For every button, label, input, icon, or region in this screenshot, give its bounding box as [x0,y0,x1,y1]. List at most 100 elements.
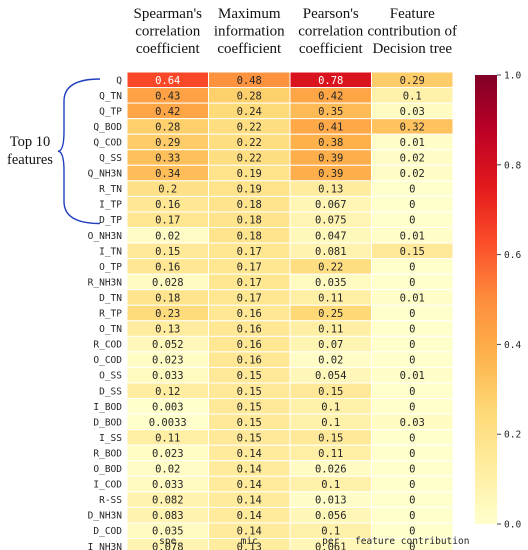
cell-value-label: 0.39 [318,168,343,180]
y-tick-label: O_COD [93,355,122,366]
cell-value-label: 0 [409,448,415,460]
cell-value-label: 0.16 [237,339,262,351]
y-tick-label: Q_TN [99,91,122,102]
x-tick-label: mic [241,536,258,547]
column-header-line: coefficient [217,41,282,57]
cell-value-label: 0.11 [318,448,343,460]
y-tick-label: R_BOD [93,448,122,459]
cell-value-label: 0 [409,401,415,413]
top-features-annotation: Top 10 features [7,78,101,225]
column-header-line: Decision tree [372,41,452,57]
cell-value-label: 0.02 [400,153,425,165]
y-tick-label: O_SS [99,371,122,382]
cell-value-label: 0.1 [321,417,340,429]
cell-value-label: 0.16 [237,308,262,320]
cell-value-label: 0.14 [237,510,262,522]
cell-value-label: 0.14 [237,526,262,538]
cell-value-label: 0.01 [400,370,425,382]
y-tick-label: R_NH3N [88,277,123,288]
cell-value-label: 0.078 [152,541,184,550]
cell-value-label: 0.035 [315,277,347,289]
cell-value-label: 0.24 [237,106,262,118]
y-tick-label: Q_COD [93,137,122,148]
column-header-line: Pearson's [303,6,359,22]
column-header-line: correlation [135,24,200,40]
y-tick-label: I_COD [93,480,122,491]
cell-value-label: 0.067 [315,199,347,211]
colorbar-tick-label: 1.0 [504,71,521,82]
column-header-line: information [214,24,285,40]
cell-value-label: 0.19 [237,168,262,180]
cell-value-label: 0.14 [237,464,262,476]
cell-value-label: 0.43 [155,90,180,102]
cell-value-label: 0.17 [155,215,180,227]
cell-value-label: 0 [409,339,415,351]
cell-value-label: 0.026 [315,464,347,476]
cell-value-label: 0.18 [237,215,262,227]
cell-value-label: 0.22 [237,121,262,133]
y-tick-label: I_TN [99,246,122,257]
colorbar-tick-label: 0.2 [504,430,521,441]
cell-value-label: 0 [409,510,415,522]
colorbar-tick-label: 0.6 [504,250,521,261]
cell-value-label: 0.14 [237,479,262,491]
column-header-line: contribution of [367,24,457,40]
cell-value-label: 0 [409,215,415,227]
y-tick-label: R_TN [99,184,122,195]
cell-value-label: 0.16 [155,261,180,273]
cell-value-label: 0.03 [400,106,425,118]
column-header-line: Feature [390,6,435,22]
colorbar-gradient [475,75,497,524]
y-tick-label: D_NH3N [88,511,123,522]
cell-value-label: 0.42 [318,90,343,102]
cell-value-label: 0.64 [155,75,180,87]
cell-value-label: 0.15 [400,246,425,258]
cell-value-label: 0 [409,277,415,289]
y-tick-label: Q_NH3N [88,169,123,180]
colorbar-tick-label: 0.4 [504,340,521,351]
y-tick-label: Q [116,75,122,86]
y-tick-label: Q_BOD [93,122,122,133]
colorbar: 0.0 0.2 0.4 0.6 0.8 1.0 [475,71,521,531]
x-axis-labels: spe mic per feature contribution [159,536,469,547]
cell-value-label: 0.17 [237,261,262,273]
cell-value-label: 0.1 [321,479,340,491]
cell-value-label: 0.15 [237,417,262,429]
cell-value-label: 0 [409,261,415,273]
y-tick-label: D_COD [93,526,122,537]
cell-value-label: 0 [409,199,415,211]
cell-value-label: 0.23 [155,308,180,320]
cell-value-label: 0.01 [400,137,425,149]
x-tick-label: spe [159,536,176,547]
cell-value-label: 0.2 [158,184,177,196]
cell-value-label: 0.15 [237,401,262,413]
top-features-label-line: Top 10 [10,134,50,150]
cell-value-label: 0.22 [318,261,343,273]
cell-value-label: 0.075 [315,215,347,227]
cell-value-label: 0.28 [237,90,262,102]
column-header-line: Maximum [218,6,281,22]
cell-value-label: 0.22 [237,137,262,149]
cell-value-label: 0.18 [237,199,262,211]
colorbar-tick-label: 0.8 [504,160,521,171]
top-features-label: Top 10 features [7,134,53,168]
cell-value-label: 0 [409,432,415,444]
y-tick-label: O_TP [99,262,122,273]
cell-value-label: 0.18 [155,292,180,304]
y-tick-label: R_TP [99,309,122,320]
cell-value-label: 0.15 [155,246,180,258]
cell-value-label: 0.29 [155,137,180,149]
y-tick-label: Q_SS [99,153,122,164]
cell-value-label: 0.02 [155,464,180,476]
cell-value-label: 0 [409,184,415,196]
cell-value-label: 0.78 [318,75,343,87]
column-header-line: coefficient [136,41,201,57]
cell-value-label: 0 [409,308,415,320]
y-tick-label: D_SS [99,386,122,397]
cell-value-label: 0.15 [237,386,262,398]
cell-value-label: 0.052 [152,339,184,351]
cell-value-label: 0.061 [315,541,347,550]
cell-value-label: 0.14 [237,448,262,460]
